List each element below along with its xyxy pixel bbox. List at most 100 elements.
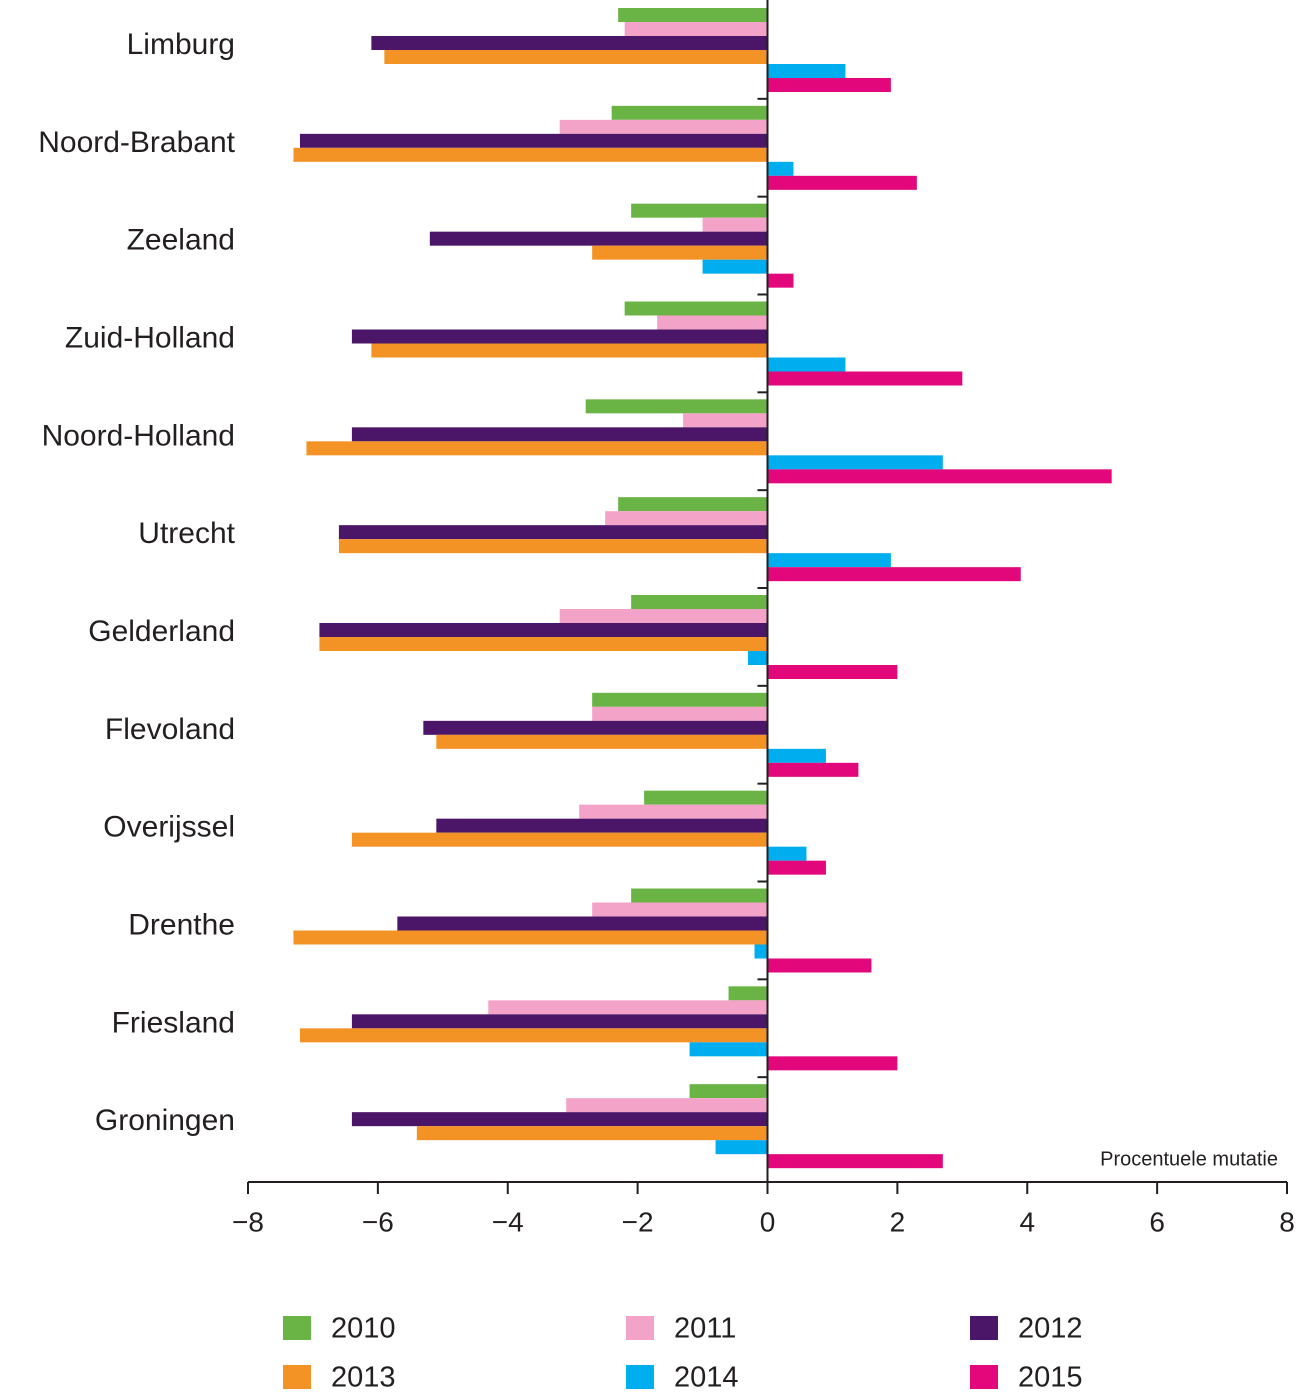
- x-tick-label: 0: [760, 1206, 776, 1237]
- bar: [767, 371, 963, 386]
- legend-swatch: [283, 1365, 311, 1389]
- legend-swatch: [970, 1316, 998, 1340]
- legend-swatch: [626, 1365, 654, 1389]
- bar: [767, 161, 794, 176]
- bar: [351, 832, 768, 847]
- bar: [689, 1084, 768, 1099]
- bar: [436, 818, 768, 833]
- bar: [559, 119, 768, 134]
- bar: [767, 78, 891, 92]
- bar: [592, 692, 768, 707]
- bar: [767, 958, 872, 973]
- bar: [397, 916, 768, 931]
- bar: [767, 1056, 898, 1071]
- legend-label: 2013: [331, 1362, 396, 1394]
- bar: [767, 553, 891, 568]
- bar: [631, 595, 768, 609]
- category-label: Noord-Holland: [42, 419, 235, 452]
- category-label: Gelderland: [88, 615, 235, 648]
- bar: [559, 609, 768, 623]
- category-label: Friesland: [112, 1006, 235, 1039]
- x-tick-label: 4: [1019, 1206, 1035, 1237]
- bar: [631, 203, 768, 218]
- category-label: Utrecht: [138, 517, 235, 550]
- bar: [767, 748, 826, 763]
- category-label: Noord-Brabant: [38, 126, 235, 159]
- bar: [611, 105, 768, 120]
- bar: [683, 413, 768, 428]
- bar: [384, 50, 768, 64]
- bar: [767, 357, 846, 372]
- bar: [306, 441, 768, 456]
- legend-swatch: [970, 1365, 998, 1389]
- bar: [702, 259, 768, 274]
- bar: [293, 930, 768, 945]
- bar: [715, 1140, 768, 1155]
- x-tick-label: −6: [362, 1206, 394, 1237]
- bar: [767, 469, 1112, 484]
- bar: [644, 790, 768, 805]
- bar: [293, 147, 768, 162]
- bar: [579, 804, 768, 819]
- bar: [754, 944, 768, 959]
- x-tick-label: 6: [1149, 1206, 1165, 1237]
- bar: [767, 175, 917, 190]
- bar: [689, 1042, 768, 1057]
- bar: [488, 1000, 768, 1015]
- legend-label: 2012: [1018, 1313, 1083, 1345]
- legend-label: 2010: [331, 1313, 396, 1345]
- legend-label: 2011: [674, 1313, 736, 1345]
- bar: [351, 329, 768, 344]
- category-label: Flevoland: [105, 713, 235, 746]
- bar: [767, 64, 846, 78]
- x-tick-label: 8: [1279, 1206, 1295, 1237]
- bar: [767, 762, 859, 777]
- bar: [624, 22, 768, 36]
- category-label: Zeeland: [127, 224, 235, 257]
- bar: [423, 720, 768, 735]
- bar: [299, 133, 768, 148]
- x-axis-label: Procentuele mutatie: [1100, 1148, 1278, 1170]
- x-tick-label: −8: [232, 1206, 264, 1237]
- bar: [351, 1014, 768, 1029]
- bar: [728, 986, 768, 1001]
- bar: [767, 665, 898, 679]
- bar: [299, 1028, 768, 1043]
- category-label: Zuid-Holland: [65, 321, 235, 354]
- bar: [618, 8, 768, 22]
- bar: [605, 511, 768, 526]
- x-tick-label: 2: [890, 1206, 906, 1237]
- bar: [767, 1154, 943, 1169]
- bar: [371, 343, 768, 358]
- bar: [618, 497, 768, 512]
- bar: [592, 902, 768, 917]
- bar: [319, 623, 768, 637]
- legend-label: 2014: [674, 1362, 739, 1394]
- bar: [429, 231, 768, 246]
- bar: [748, 651, 768, 665]
- bar: [416, 1126, 768, 1141]
- category-label: Limburg: [127, 28, 235, 61]
- category-label: Drenthe: [128, 908, 235, 941]
- bar: [767, 860, 826, 875]
- bar: [767, 846, 807, 861]
- category-label: Groningen: [95, 1104, 235, 1137]
- legend-swatch: [626, 1316, 654, 1340]
- bar: [592, 706, 768, 721]
- bar: [351, 1112, 768, 1127]
- bar: [585, 399, 768, 414]
- bar: [767, 455, 943, 470]
- bar: [371, 36, 768, 50]
- bar: [351, 427, 768, 442]
- bar: [631, 888, 768, 903]
- x-tick-label: −4: [492, 1206, 524, 1237]
- bar: [566, 1098, 768, 1113]
- category-label: Overijssel: [103, 811, 235, 844]
- bar: [657, 315, 768, 330]
- bar: [338, 525, 768, 540]
- bar: [767, 567, 1021, 582]
- bar: [767, 273, 794, 288]
- x-tick-label: −2: [622, 1206, 654, 1237]
- legend-swatch: [283, 1316, 311, 1340]
